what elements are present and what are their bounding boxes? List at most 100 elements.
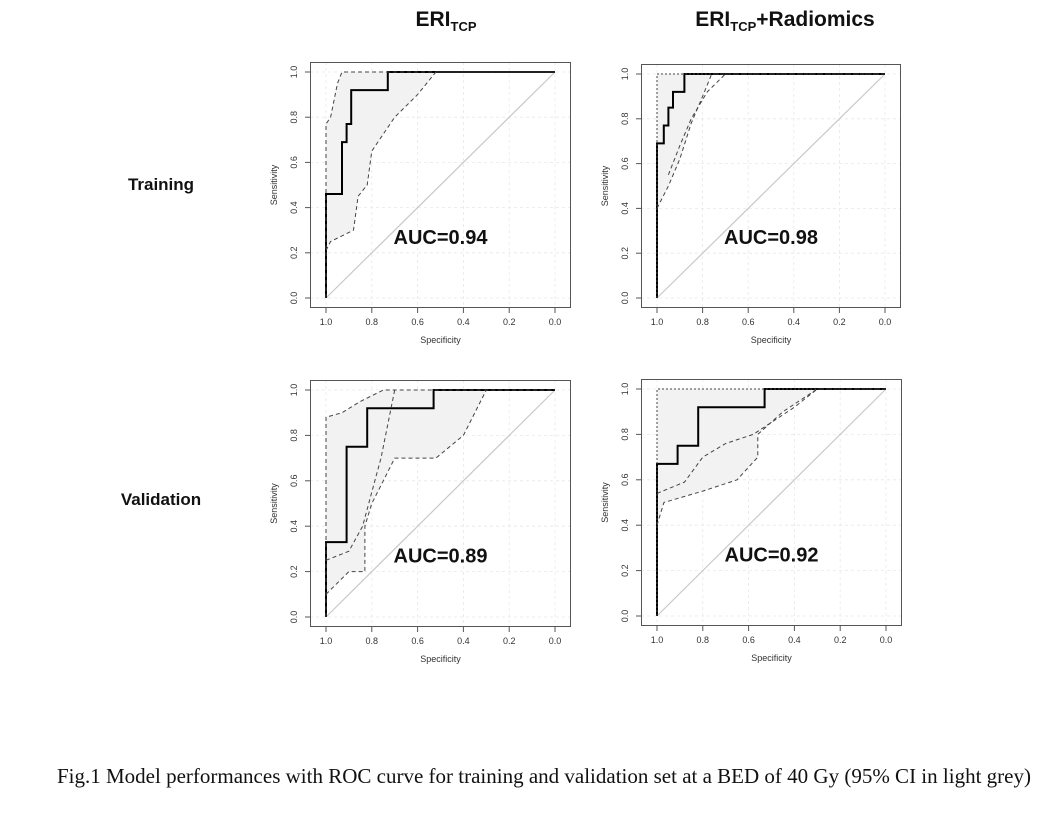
y-tick-label: 1.0 <box>289 66 299 79</box>
x-tick-label: 0.4 <box>457 636 470 646</box>
y-tick-label: 0.2 <box>289 247 299 260</box>
x-tick-label: 0.8 <box>366 317 379 327</box>
y-tick-label: 0.2 <box>620 247 630 260</box>
row-label-training: Training <box>127 175 195 194</box>
column-title-main: ERI <box>415 8 451 31</box>
y-tick-label: 0.6 <box>289 475 299 488</box>
y-tick-label: 0.0 <box>620 292 630 305</box>
figure-caption: Fig.1 Model performances with ROC curve … <box>57 764 1031 788</box>
roc-curve <box>656 73 885 298</box>
column-title-eri-tcp-radiomics: ERITCP+Radiomics <box>695 8 874 34</box>
x-tick-label: 0.6 <box>742 317 755 327</box>
x-tick-label: 0.6 <box>411 317 424 327</box>
plot-frame <box>641 64 901 308</box>
roc-panel-validation-eri-tcp-radiomics: 1.0 0.8 0.6 0.4 0.2 0.0 0.0 0.2 0.4 0.6 0.8 1.0 Spec… <box>600 379 902 663</box>
roc-curve <box>325 389 555 617</box>
y-tick-label: 0.2 <box>289 565 299 578</box>
x-tick-label: 0.8 <box>696 317 709 327</box>
x-tick-label: 0.0 <box>879 317 892 327</box>
y-tick-label: 0.6 <box>620 474 630 487</box>
roc-curve <box>656 388 886 616</box>
diagonal-reference-line <box>325 389 556 618</box>
ci-band <box>326 72 555 298</box>
x-axis-label: Specificity <box>420 654 461 664</box>
x-tick-label: 1.0 <box>320 317 333 327</box>
roc-panel-validation-eri-tcp: 1.0 0.8 0.6 0.4 0.2 0.0 0.0 0.2 0.4 0.6 0.8 1.0 Spec… <box>269 380 571 664</box>
x-tick-label: 0.2 <box>834 635 847 645</box>
ci-boundary-ci-lower <box>656 388 886 526</box>
x-tick-label: 1.0 <box>651 635 664 645</box>
auc-annotation: AUC=0.89 <box>394 546 488 568</box>
y-tick-label: 0.4 <box>620 519 630 532</box>
column-title-subscript: TCP <box>450 19 477 34</box>
ci-boundary-ci-inner <box>325 389 396 561</box>
row-label-validation: Validation <box>120 490 202 509</box>
x-tick-label: 0.2 <box>503 317 516 327</box>
diagonal-reference-line <box>656 388 887 617</box>
y-tick-label: 0.0 <box>289 292 299 305</box>
x-tick-label: 0.0 <box>549 636 562 646</box>
column-title-eri-tcp: ERITCP <box>415 8 476 34</box>
ci-boundary-ci-upper <box>656 73 885 298</box>
x-tick-label: 0.2 <box>833 317 846 327</box>
roc-curve <box>325 71 555 298</box>
y-tick-label: 0.8 <box>289 111 299 124</box>
roc-panel-training-eri-tcp-radiomics: 1.0 0.8 0.6 0.4 0.2 0.0 0.0 0.2 0.4 0.6 0.8 1.0 Spec… <box>600 64 901 345</box>
y-axis-label: Sensitivity <box>269 164 279 205</box>
y-axis-label: Sensitivity <box>269 483 279 524</box>
y-tick-label: 0.4 <box>289 520 299 533</box>
plot-area <box>310 62 571 308</box>
y-tick-label: 0.6 <box>620 157 630 170</box>
auc-annotation: AUC=0.92 <box>725 545 819 567</box>
x-tick-label: 0.4 <box>457 317 470 327</box>
plot-area <box>641 379 902 626</box>
diagonal-reference-line <box>656 73 886 299</box>
x-tick-label: 0.0 <box>880 635 893 645</box>
column-title-suffix: +Radiomics <box>756 8 875 31</box>
ci-boundary-ci-upper <box>325 389 555 617</box>
auc-annotation: AUC=0.98 <box>724 227 818 249</box>
roc-panel-training-eri-tcp: 1.0 0.8 0.6 0.4 0.2 0.0 0.0 0.2 0.4 0.6 0.8 1.0 Spec… <box>269 62 571 345</box>
ci-boundary-ci-lower <box>325 389 555 595</box>
y-tick-label: 0.4 <box>289 201 299 214</box>
x-tick-label: 1.0 <box>651 317 664 327</box>
y-tick-label: 1.0 <box>289 384 299 397</box>
x-axis-label: Specificity <box>420 335 461 345</box>
ci-boundary-ci-lower <box>656 73 885 209</box>
x-tick-label: 0.2 <box>503 636 516 646</box>
y-tick-label: 0.0 <box>620 610 630 623</box>
x-tick-label: 0.4 <box>788 635 801 645</box>
x-tick-label: 0.8 <box>697 635 710 645</box>
x-axis-label: Specificity <box>751 335 792 345</box>
x-tick-label: 1.0 <box>320 636 333 646</box>
y-tick-label: 0.4 <box>620 202 630 215</box>
y-tick-label: 1.0 <box>620 383 630 396</box>
y-tick-label: 0.8 <box>620 428 630 441</box>
plot-area <box>310 380 571 627</box>
y-tick-label: 0.8 <box>620 113 630 126</box>
ci-boundary-ci-lower <box>325 71 555 251</box>
ci-boundary-ci-upper <box>325 71 555 298</box>
ci-band <box>657 389 886 616</box>
column-title-main: ERI <box>695 8 731 31</box>
plot-area <box>641 64 901 308</box>
ci-band <box>657 74 885 298</box>
y-tick-label: 1.0 <box>620 68 630 81</box>
y-tick-label: 0.0 <box>289 611 299 624</box>
plot-frame <box>310 380 571 627</box>
x-tick-label: 0.4 <box>788 317 801 327</box>
x-tick-label: 0.8 <box>366 636 379 646</box>
y-tick-label: 0.2 <box>620 564 630 577</box>
x-axis-label: Specificity <box>751 653 792 663</box>
y-tick-label: 0.6 <box>289 156 299 169</box>
auc-annotation: AUC=0.94 <box>394 227 489 249</box>
y-axis-label: Sensitivity <box>600 482 610 523</box>
ci-boundary-ci-inner <box>656 388 818 494</box>
x-tick-label: 0.0 <box>549 317 562 327</box>
plot-frame <box>641 379 902 626</box>
column-title-subscript: TCP <box>730 19 757 34</box>
diagonal-reference-line <box>325 71 556 299</box>
x-tick-label: 0.6 <box>411 636 424 646</box>
plot-frame <box>310 62 571 308</box>
y-tick-label: 0.8 <box>289 429 299 442</box>
